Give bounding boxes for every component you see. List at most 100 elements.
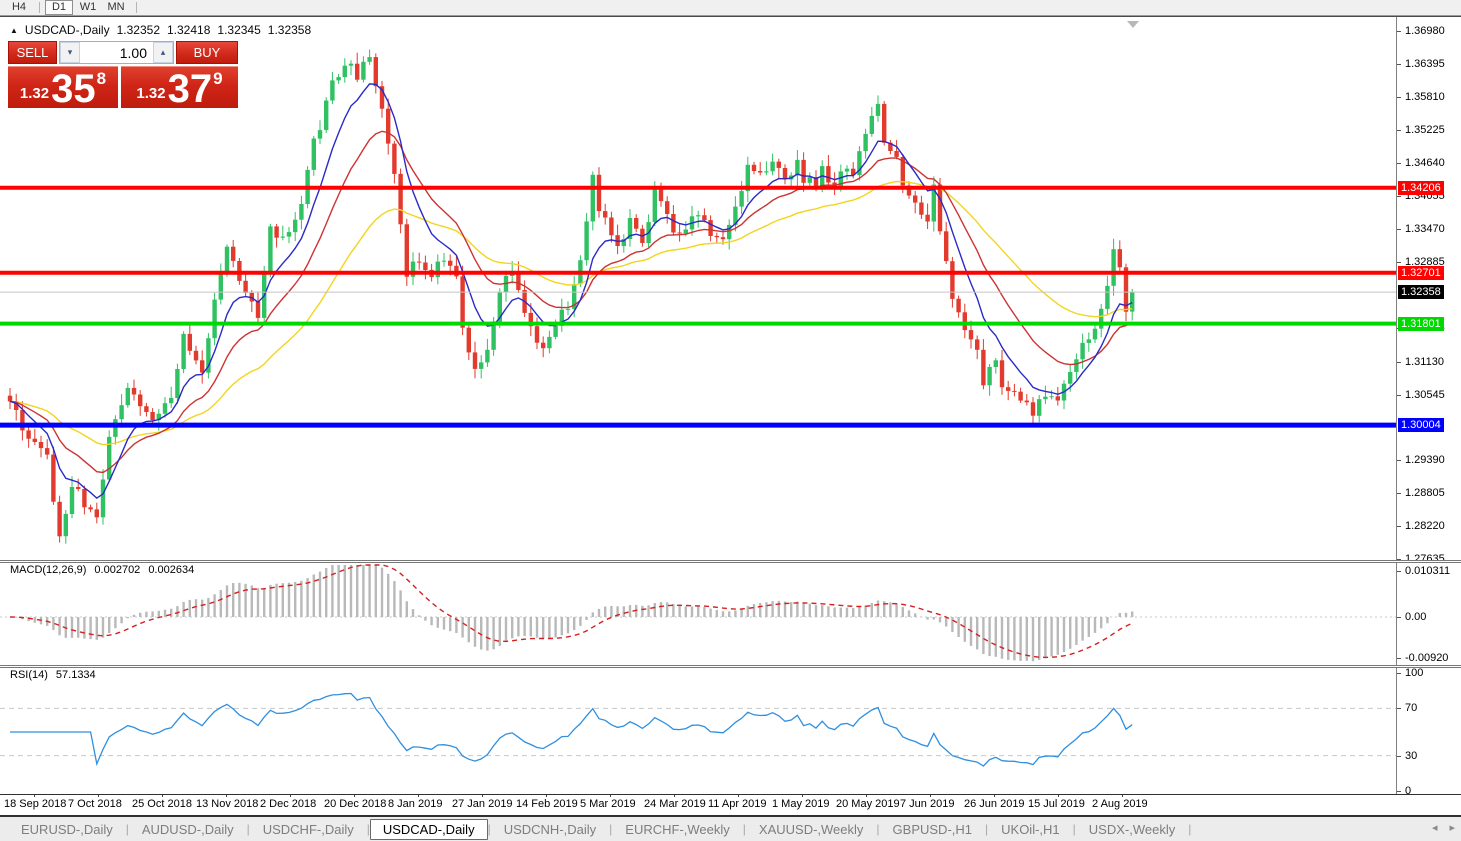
date-tick-mark [1058, 794, 1059, 797]
rsi-label: RSI(14) 57.1334 [10, 669, 96, 681]
volume-increase-button[interactable]: ▴ [153, 42, 173, 63]
ohlc-high: 1.32418 [167, 23, 211, 37]
price-tick-label: 1.29390 [1405, 454, 1445, 466]
buy-button[interactable]: BUY [176, 41, 238, 64]
tab-scroll-right-icon[interactable]: ▸ [1449, 822, 1455, 834]
price-level-badge: 1.31801 [1398, 317, 1444, 331]
macd-panel-canvas[interactable] [0, 563, 1396, 670]
price-tick-label: 1.30545 [1405, 389, 1445, 401]
volume-stepper: ▾ ▴ [59, 41, 174, 64]
chart-window: 1.36980 1.36395 1.35810 1.35225 1.34640 1.340… [0, 16, 1461, 817]
price-tick-label: 1.28220 [1405, 520, 1445, 532]
date-tick-mark [994, 794, 995, 797]
price-tick-mark [1397, 460, 1401, 461]
tab-separator: | [487, 822, 491, 836]
price-tick-label: 1.27635 [1405, 553, 1445, 565]
tab-scroll-arrows: ◂ ▸ [1432, 821, 1455, 834]
price-tick-mark [1397, 395, 1401, 396]
rsi-value: 57.1334 [55, 669, 96, 681]
date-tick-mark [98, 794, 99, 797]
date-label: 2 Dec 2018 [260, 798, 317, 810]
rsi-tick-mark [1397, 708, 1401, 709]
date-label: 13 Nov 2018 [196, 798, 259, 810]
rsi-name: RSI(14) [10, 669, 48, 681]
date-label: 26 Jun 2019 [964, 798, 1025, 810]
sell-price-prefix: 1.32 [19, 85, 50, 102]
chart-tab[interactable]: XAUUSD-,Weekly [758, 821, 864, 837]
date-label: 24 Mar 2019 [644, 798, 706, 810]
chart-tab[interactable]: USDX-,Weekly [1088, 821, 1176, 837]
timeframe-button-mn[interactable]: MN [107, 1, 125, 13]
price-chart-canvas[interactable] [0, 21, 1396, 566]
price-tick-mark [1397, 526, 1401, 527]
chart-tab[interactable]: GBPUSD-,H1 [892, 821, 973, 837]
macd-tick-label: 0.010311 [1405, 565, 1451, 577]
sell-price-tile[interactable]: 1.32 35 8 [8, 66, 118, 111]
rsi-tick-mark [1397, 673, 1401, 674]
timeframe-button-d1[interactable]: D1 [45, 0, 73, 15]
date-tick-mark [674, 794, 675, 797]
timeframe-button-w1[interactable]: W1 [79, 1, 97, 13]
price-level-badge: 1.32701 [1398, 266, 1444, 280]
price-level-badge: 1.30004 [1398, 418, 1444, 432]
date-label: 18 Sep 2018 [4, 798, 67, 810]
chart-tab[interactable]: USDCHF-,Daily [262, 821, 354, 837]
volume-input[interactable] [80, 42, 153, 63]
tab-separator: | [1072, 822, 1076, 836]
macd-tick-mark [1397, 617, 1401, 618]
sell-button[interactable]: SELL [8, 41, 57, 64]
price-tick-label: 1.31130 [1405, 356, 1444, 368]
chart-shift-marker-icon[interactable] [1127, 21, 1139, 28]
panel-separator[interactable] [0, 560, 1461, 563]
chart-tab[interactable]: USDCNH-,Daily [503, 821, 597, 837]
rsi-tick-label: 100 [1405, 667, 1424, 679]
chart-tab[interactable]: AUDUSD-,Daily [141, 821, 234, 837]
macd-tick-label: -0.00920 [1405, 652, 1449, 664]
tab-separator: | [246, 822, 250, 836]
date-label: 1 May 2019 [772, 798, 830, 810]
price-tick-label: 1.35810 [1405, 91, 1445, 103]
date-label: 7 Jun 2019 [900, 798, 955, 810]
date-tick-mark [34, 794, 35, 797]
symbol-marker-icon: ▲ [10, 25, 18, 35]
rsi-tick-label: 30 [1405, 750, 1418, 762]
timeframe-button-h4[interactable]: H4 [11, 1, 27, 13]
date-label: 25 Oct 2018 [132, 798, 192, 810]
sell-price-big: 35 [51, 67, 96, 111]
date-tick-mark [866, 794, 867, 797]
chevron-down-icon: ▾ [67, 47, 73, 57]
macd-label: MACD(12,26,9) 0.002702 0.002634 [10, 564, 194, 576]
time-axis-line [0, 794, 1461, 795]
date-label: 20 Dec 2018 [324, 798, 387, 810]
price-tick-mark [1397, 64, 1401, 65]
price-level-badge: 1.32358 [1398, 285, 1444, 299]
macd-tick-mark [1397, 658, 1401, 659]
chart-tab[interactable]: EURUSD-,Daily [21, 821, 113, 837]
macd-value-signal: 0.002634 [148, 564, 195, 576]
panel-separator[interactable] [0, 665, 1461, 668]
macd-tick-mark [1397, 571, 1401, 572]
tab-separator: | [985, 822, 989, 836]
tab-separator: | [366, 822, 370, 836]
buy-price-tile[interactable]: 1.32 37 9 [121, 66, 238, 111]
rsi-panel-canvas[interactable] [0, 668, 1396, 799]
buy-price-big: 37 [167, 67, 213, 111]
chart-tab[interactable]: UKOil-,H1 [1001, 821, 1060, 837]
chart-tab[interactable]: USDCAD-,Daily [369, 818, 488, 840]
tab-scroll-left-icon[interactable]: ◂ [1431, 822, 1438, 834]
volume-decrease-button[interactable]: ▾ [60, 42, 80, 63]
tab-separator: | [742, 822, 746, 836]
price-tick-mark [1397, 163, 1401, 164]
date-tick-mark [354, 794, 355, 797]
price-tick-mark [1397, 362, 1401, 363]
price-level-badge: 1.34206 [1398, 181, 1444, 195]
price-tick-mark [1397, 262, 1401, 263]
time-axis[interactable]: 18 Sep 2018 7 Oct 2018 25 Oct 2018 13 Nov 2… [0, 794, 1461, 815]
price-tick-label: 1.36980 [1405, 25, 1445, 37]
tab-separator: | [1188, 822, 1192, 836]
price-tick-label: 1.34640 [1405, 157, 1445, 169]
chart-tab[interactable]: EURCHF-,Weekly [625, 821, 730, 837]
date-label: 7 Oct 2018 [68, 798, 122, 810]
price-axis[interactable]: 1.36980 1.36395 1.35810 1.35225 1.34640 1.340… [1396, 17, 1461, 797]
date-tick-mark [546, 794, 547, 797]
